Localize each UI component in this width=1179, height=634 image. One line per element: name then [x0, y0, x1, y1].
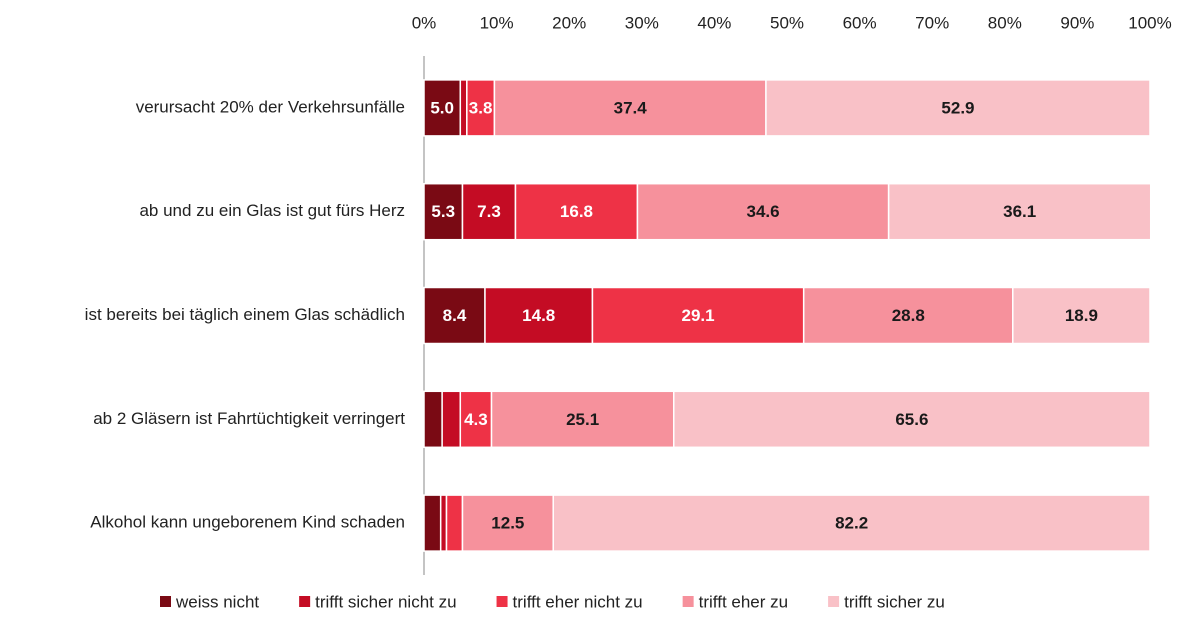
y-tick-label: Alkohol kann ungeborenem Kind schaden — [90, 513, 405, 532]
bar-segment — [423, 390, 443, 449]
x-tick-label: 70% — [915, 13, 949, 32]
bar-segment — [445, 494, 464, 552]
legend-label: weiss nicht — [175, 592, 259, 611]
y-tick-label: ist bereits bei täglich einem Glas schäd… — [85, 305, 405, 324]
legend-swatch — [828, 596, 840, 607]
x-tick-label: 20% — [552, 13, 586, 32]
legend-label: trifft sicher nicht zu — [315, 592, 456, 611]
value-label: 36.1 — [1003, 202, 1036, 221]
bar-segment — [466, 79, 496, 137]
x-tick-label: 40% — [697, 13, 731, 32]
bar-segment — [490, 390, 675, 449]
legend-swatch — [496, 596, 508, 607]
y-tick-label: ab und zu ein Glas ist gut fürs Herz — [139, 201, 405, 220]
legend-label: trifft sicher zu — [844, 592, 945, 611]
bar-segment — [591, 286, 805, 345]
x-tick-label: 10% — [480, 13, 514, 32]
bar-segment — [484, 286, 594, 345]
x-tick-label: 60% — [843, 13, 877, 32]
bar-segment — [423, 286, 486, 345]
legend-swatch — [299, 596, 311, 607]
value-label: 29.1 — [682, 306, 715, 325]
y-tick-label: verursacht 20% der Verkehrsunfälle — [136, 97, 405, 116]
bar-segment — [1012, 286, 1151, 345]
bar-segment — [441, 390, 462, 449]
bar-segment — [423, 494, 442, 552]
value-label: 7.3 — [477, 202, 501, 221]
value-label: 3.8 — [469, 98, 493, 117]
value-label: 12.5 — [491, 514, 524, 533]
value-label: 5.3 — [431, 202, 455, 221]
bar-segment — [672, 390, 1151, 449]
x-tick-label: 30% — [625, 13, 659, 32]
value-label: 4.3 — [464, 410, 488, 429]
bar-segment — [459, 79, 468, 137]
x-tick-label: 80% — [988, 13, 1022, 32]
legend-swatch — [682, 596, 694, 607]
value-label: 34.6 — [746, 202, 779, 221]
bar-segment — [439, 494, 448, 552]
value-label: 37.4 — [614, 98, 648, 117]
bar-segment — [461, 494, 554, 552]
bar-segment — [802, 286, 1014, 345]
value-label: 65.6 — [895, 410, 928, 429]
y-tick-label: ab 2 Gläsern ist Fahrtüchtigkeit verring… — [93, 409, 405, 428]
bar-segment — [493, 79, 767, 137]
value-label: 52.9 — [941, 98, 974, 117]
x-tick-label: 100% — [1128, 13, 1171, 32]
bar-segment — [887, 182, 1152, 241]
value-label: 18.9 — [1065, 306, 1098, 325]
x-tick-label: 50% — [770, 13, 804, 32]
legend-label: trifft eher zu — [699, 592, 788, 611]
value-label: 82.2 — [835, 514, 868, 533]
x-tick-label: 0% — [412, 13, 437, 32]
bar-segment — [459, 390, 493, 449]
bar-segment — [765, 79, 1151, 137]
legend-swatch — [160, 596, 171, 607]
value-label: 28.8 — [892, 306, 925, 325]
legend-label: trifft eher nicht zu — [513, 592, 643, 611]
bar-segment — [552, 494, 1151, 552]
value-label: 5.0 — [430, 98, 454, 117]
value-label: 16.8 — [560, 202, 593, 221]
x-tick-label: 90% — [1060, 13, 1094, 32]
value-label: 8.4 — [443, 306, 467, 325]
value-label: 25.1 — [566, 410, 599, 429]
value-label: 14.8 — [522, 306, 555, 325]
